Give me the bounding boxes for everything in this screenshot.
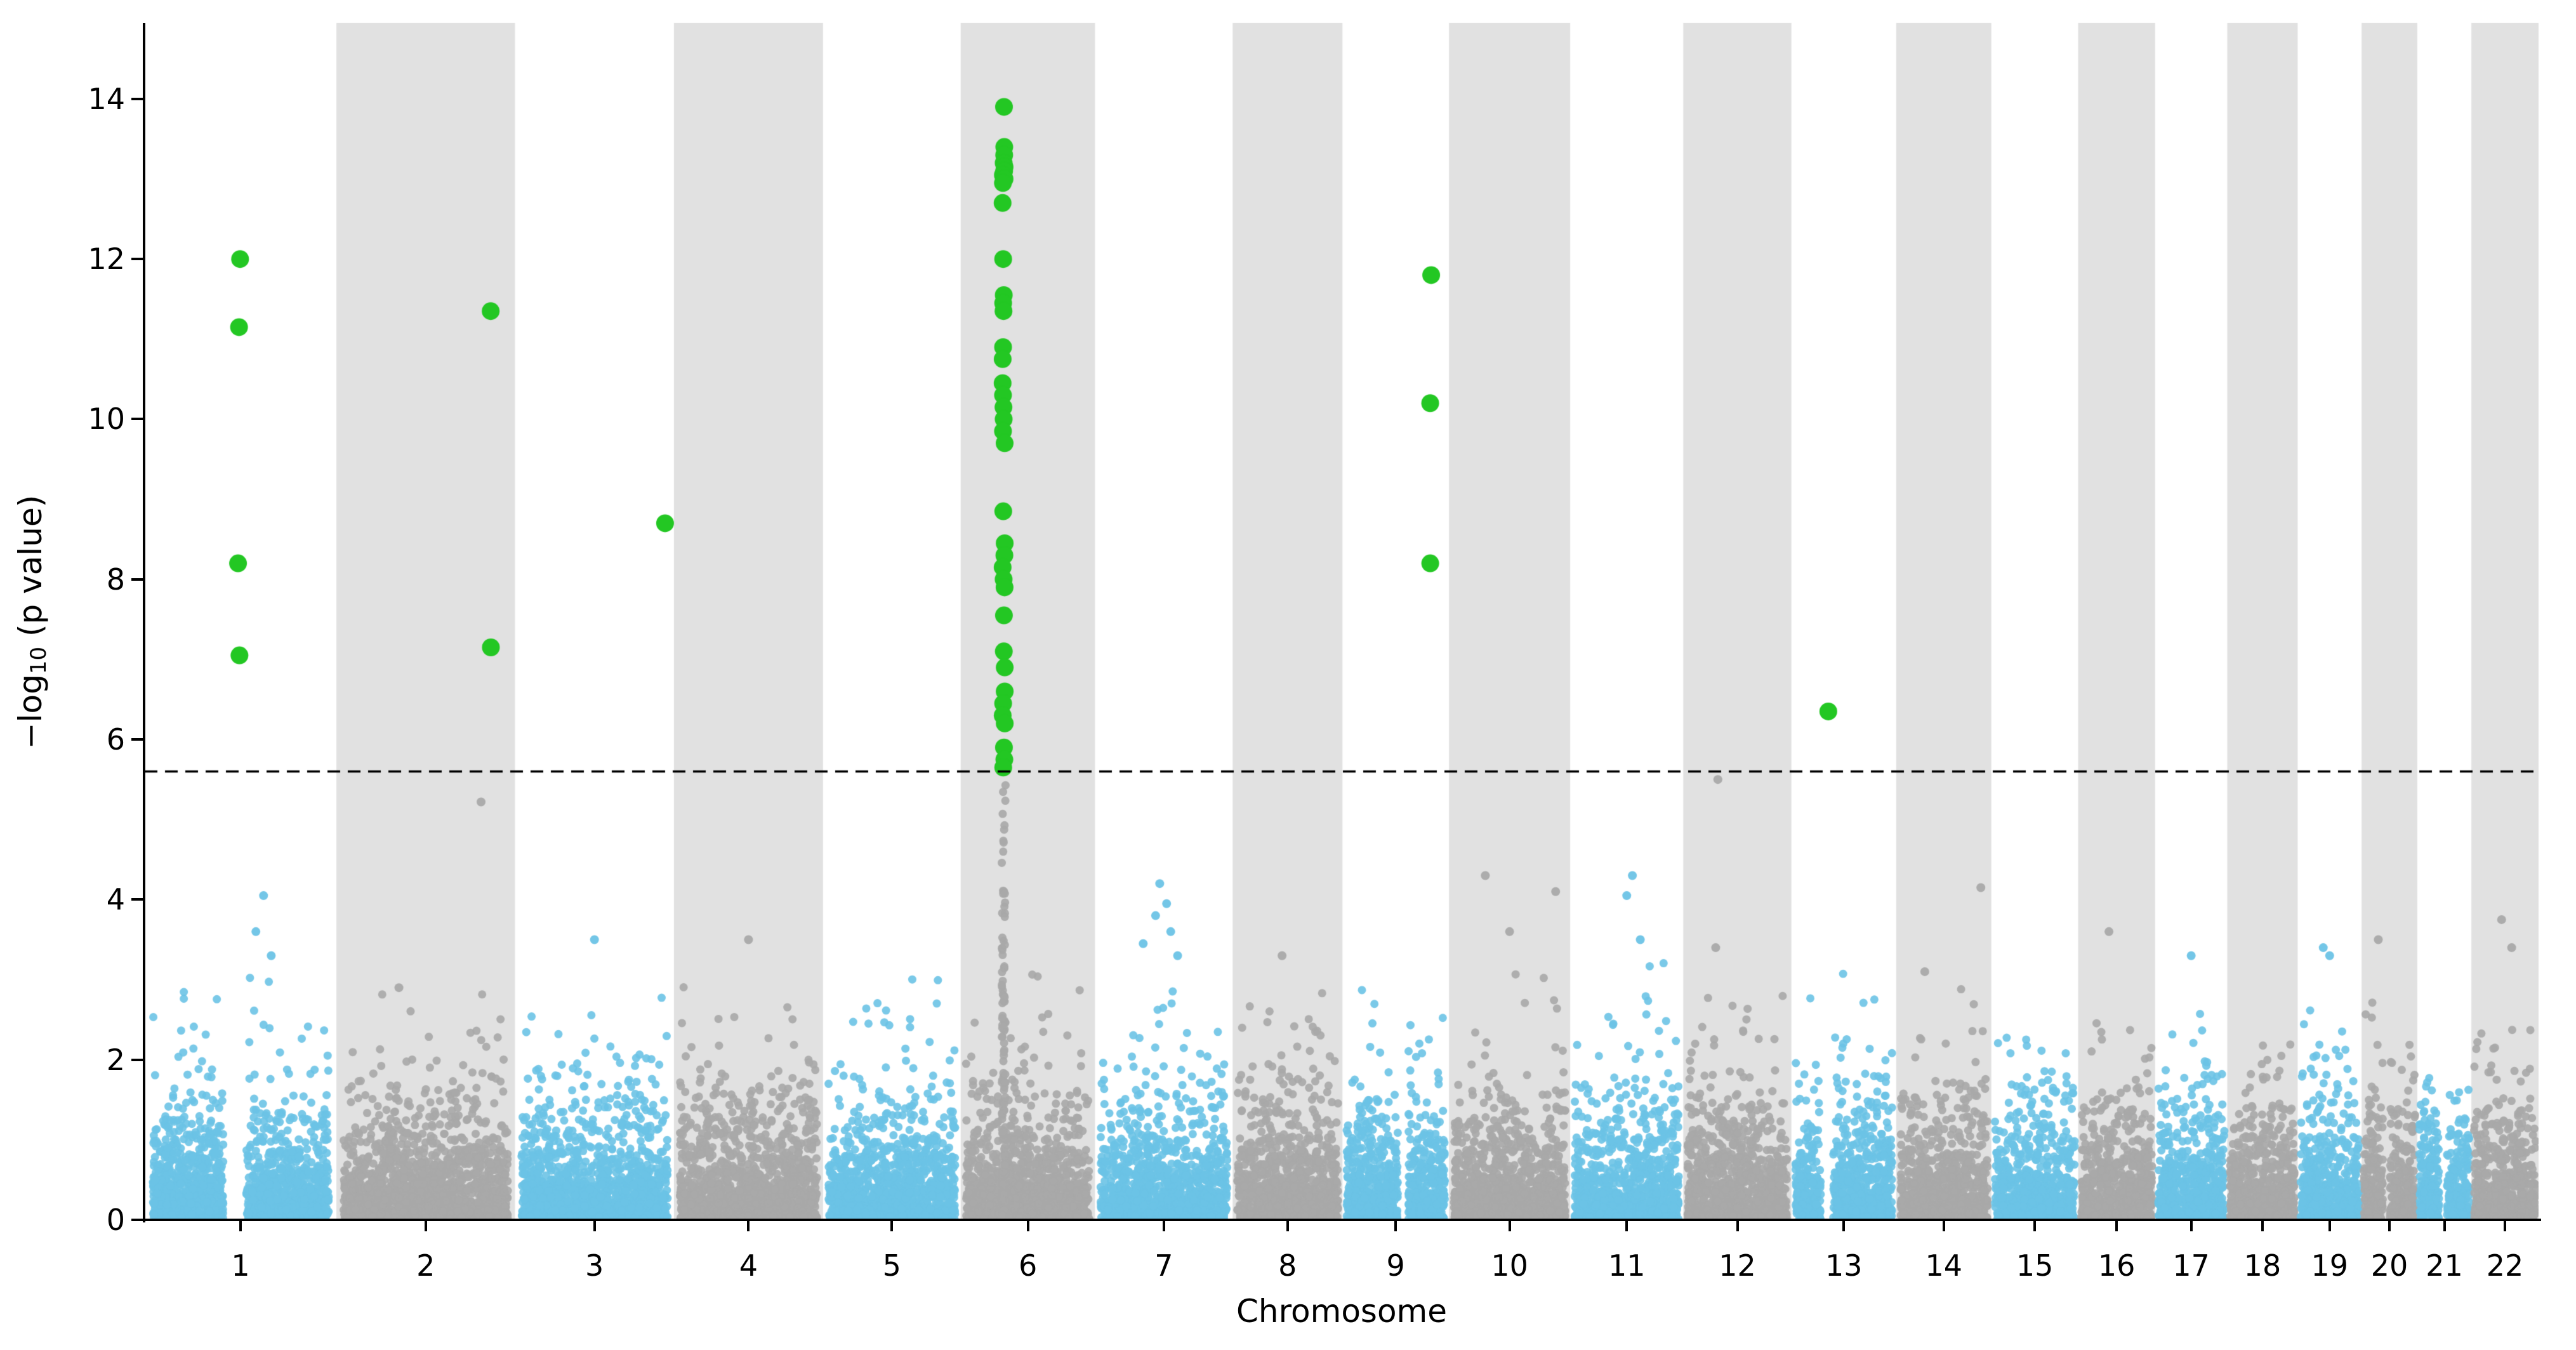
x-tick-mark [1942,1221,1945,1231]
x-tick-mark [1162,1221,1165,1231]
x-tick-label-chromosome-21: 21 [2426,1248,2463,1283]
x-tick-mark [2443,1221,2446,1231]
y-tick-mark [131,418,143,421]
x-tick-mark [2190,1221,2193,1231]
y-tick-label: 14 [88,81,125,116]
x-tick-mark [1508,1221,1511,1231]
x-tick-mark [1736,1221,1739,1231]
y-tick-mark [131,898,143,901]
y-axis-label-subscript: 10 [26,646,52,675]
y-tick-label: 6 [106,722,125,757]
x-tick-label-chromosome-16: 16 [2097,1248,2136,1283]
y-tick-label: 8 [106,562,125,597]
x-tick-mark [1286,1221,1289,1231]
y-tick-mark [131,1058,143,1061]
x-tick-label-chromosome-13: 13 [1825,1248,1863,1283]
y-tick-mark [131,578,143,581]
x-tick-label-chromosome-4: 4 [739,1248,758,1283]
x-tick-mark [593,1221,596,1231]
x-tick-mark [1625,1221,1628,1231]
y-axis-label-prefix: −log [12,674,49,750]
x-tick-label-chromosome-7: 7 [1154,1248,1173,1283]
x-tick-label-chromosome-9: 9 [1386,1248,1405,1283]
y-axis-label: −log10 (p value) [12,494,52,750]
y-tick-mark [131,97,143,100]
y-tick-label: 0 [106,1203,125,1237]
x-tick-label-chromosome-17: 17 [2172,1248,2210,1283]
x-tick-label-chromosome-14: 14 [1925,1248,1963,1283]
x-tick-mark [239,1221,242,1231]
x-tick-mark [1842,1221,1846,1231]
x-tick-label-chromosome-6: 6 [1018,1248,1038,1283]
x-tick-label-chromosome-15: 15 [2016,1248,2054,1283]
x-tick-mark [2115,1221,2118,1231]
x-tick-label-chromosome-18: 18 [2243,1248,2282,1283]
y-tick-label: 2 [106,1042,125,1077]
x-tick-label-chromosome-12: 12 [1719,1248,1756,1283]
y-tick-mark [131,258,143,261]
x-axis-spine [143,1219,2541,1221]
x-tick-label-chromosome-19: 19 [2311,1248,2349,1283]
y-axis-spine [143,23,145,1222]
x-tick-mark [2261,1221,2264,1231]
x-axis-label: Chromosome [1236,1293,1448,1330]
y-tick-label: 12 [88,242,125,277]
x-tick-mark [890,1221,894,1231]
x-tick-mark [1394,1221,1397,1231]
x-tick-label-chromosome-3: 3 [585,1248,604,1283]
x-tick-label-chromosome-5: 5 [882,1248,901,1283]
y-tick-mark [131,738,143,741]
x-tick-mark [2033,1221,2037,1231]
y-tick-label: 10 [88,402,125,437]
x-tick-mark [747,1221,750,1231]
x-tick-label-chromosome-8: 8 [1278,1248,1297,1283]
y-axis-label-suffix: (p value) [12,494,49,647]
x-tick-label-chromosome-22: 22 [2486,1248,2524,1283]
y-tick-label: 4 [106,882,125,917]
x-tick-mark [1026,1221,1029,1231]
x-tick-label-chromosome-2: 2 [416,1248,435,1283]
x-tick-label-chromosome-1: 1 [231,1248,250,1283]
x-tick-label-chromosome-11: 11 [1608,1248,1646,1283]
x-tick-label-chromosome-10: 10 [1491,1248,1528,1283]
x-tick-mark [2328,1221,2331,1231]
x-tick-mark [2388,1221,2391,1231]
x-tick-label-chromosome-20: 20 [2370,1248,2408,1283]
x-tick-mark [2504,1221,2507,1231]
y-tick-mark [131,1219,143,1221]
x-tick-mark [424,1221,427,1231]
